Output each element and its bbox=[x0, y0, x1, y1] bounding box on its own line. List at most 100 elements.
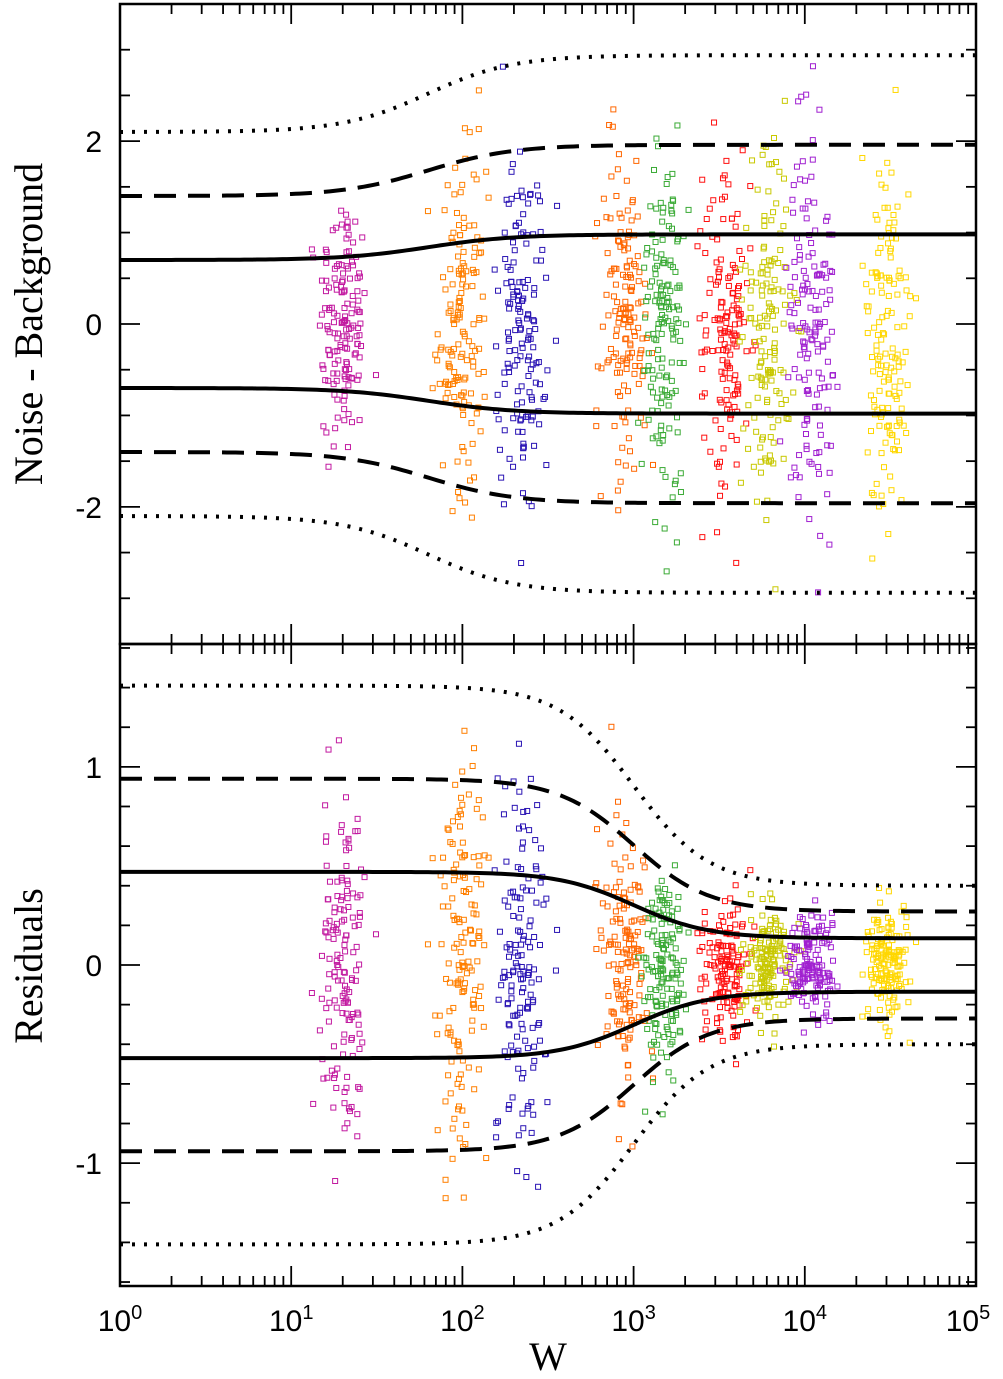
data-point bbox=[796, 325, 803, 332]
data-point bbox=[348, 1103, 355, 1110]
data-point bbox=[697, 986, 704, 993]
data-point bbox=[537, 845, 544, 852]
data-point bbox=[737, 1008, 744, 1015]
data-point bbox=[357, 320, 364, 327]
data-point bbox=[504, 360, 511, 367]
data-point bbox=[805, 387, 812, 394]
data-point bbox=[706, 205, 713, 212]
data-point bbox=[625, 324, 632, 331]
data-point bbox=[748, 278, 755, 285]
data-point bbox=[331, 391, 338, 398]
data-point bbox=[341, 1088, 348, 1095]
data-point bbox=[524, 807, 531, 814]
data-point bbox=[348, 419, 355, 426]
data-point bbox=[436, 1012, 443, 1019]
data-point bbox=[356, 1085, 363, 1092]
data-point bbox=[326, 878, 333, 885]
data-point bbox=[669, 170, 676, 177]
data-point bbox=[617, 369, 624, 376]
data-point bbox=[642, 915, 649, 922]
data-point bbox=[469, 283, 476, 290]
data-point bbox=[454, 376, 461, 383]
data-point bbox=[479, 293, 486, 300]
data-point bbox=[470, 321, 477, 328]
data-point bbox=[626, 936, 633, 943]
data-point bbox=[459, 964, 466, 971]
data-point bbox=[797, 176, 804, 183]
data-point bbox=[440, 274, 447, 281]
data-point bbox=[457, 189, 464, 196]
data-point bbox=[662, 314, 669, 321]
data-point bbox=[533, 899, 540, 906]
data-point bbox=[894, 972, 901, 979]
data-point bbox=[662, 473, 669, 480]
data-point bbox=[719, 1037, 726, 1044]
data-point bbox=[348, 310, 355, 317]
data-point bbox=[711, 119, 718, 126]
data-point bbox=[619, 444, 626, 451]
data-point bbox=[480, 1023, 487, 1030]
data-point bbox=[859, 154, 866, 161]
data-point bbox=[445, 346, 452, 353]
data-point bbox=[634, 929, 641, 936]
data-point bbox=[759, 151, 766, 158]
data-point bbox=[512, 223, 519, 230]
data-point bbox=[458, 271, 465, 278]
data-point bbox=[623, 950, 630, 957]
data-point bbox=[760, 335, 767, 342]
bottom-panel-envelopes bbox=[120, 683, 977, 1247]
data-point bbox=[886, 1028, 893, 1035]
data-point bbox=[506, 1102, 513, 1109]
data-point bbox=[475, 126, 482, 133]
data-point bbox=[322, 377, 329, 384]
data-point bbox=[654, 885, 661, 892]
data-point bbox=[762, 353, 769, 360]
data-point bbox=[467, 477, 474, 484]
data-point bbox=[481, 942, 488, 949]
data-point bbox=[473, 410, 480, 417]
data-point bbox=[509, 1094, 516, 1101]
data-point bbox=[815, 1021, 822, 1028]
data-point bbox=[654, 1041, 661, 1048]
data-point bbox=[729, 290, 736, 297]
data-point bbox=[729, 1034, 736, 1041]
data-point bbox=[672, 975, 679, 982]
data-point bbox=[519, 989, 526, 996]
data-point bbox=[524, 357, 531, 364]
data-point bbox=[335, 977, 342, 984]
data-point bbox=[658, 386, 665, 393]
data-point bbox=[446, 979, 453, 986]
data-point bbox=[644, 1025, 651, 1032]
data-point bbox=[434, 1127, 441, 1134]
data-point bbox=[717, 492, 724, 499]
data-point bbox=[525, 200, 532, 207]
data-point bbox=[452, 164, 459, 171]
data-point bbox=[808, 460, 815, 467]
data-point bbox=[455, 303, 462, 310]
data-point bbox=[617, 392, 624, 399]
data-point bbox=[621, 247, 628, 254]
data-point bbox=[702, 332, 709, 339]
data-point bbox=[829, 922, 836, 929]
data-point bbox=[599, 900, 606, 907]
data-point bbox=[520, 443, 527, 450]
data-point bbox=[761, 998, 768, 1005]
data-point bbox=[349, 292, 356, 299]
data-point bbox=[797, 351, 804, 358]
data-point bbox=[890, 280, 897, 287]
data-point bbox=[341, 406, 348, 413]
data-point bbox=[886, 219, 893, 226]
data-point bbox=[773, 159, 780, 166]
data-point bbox=[531, 318, 538, 325]
data-point bbox=[505, 903, 512, 910]
data-point bbox=[622, 934, 629, 941]
data-point bbox=[625, 1036, 632, 1043]
data-point bbox=[505, 337, 512, 344]
data-point bbox=[877, 362, 884, 369]
data-point bbox=[655, 356, 662, 363]
data-point bbox=[777, 952, 784, 959]
data-point bbox=[445, 960, 452, 967]
data-point bbox=[730, 1012, 737, 1019]
data-point bbox=[350, 322, 357, 329]
